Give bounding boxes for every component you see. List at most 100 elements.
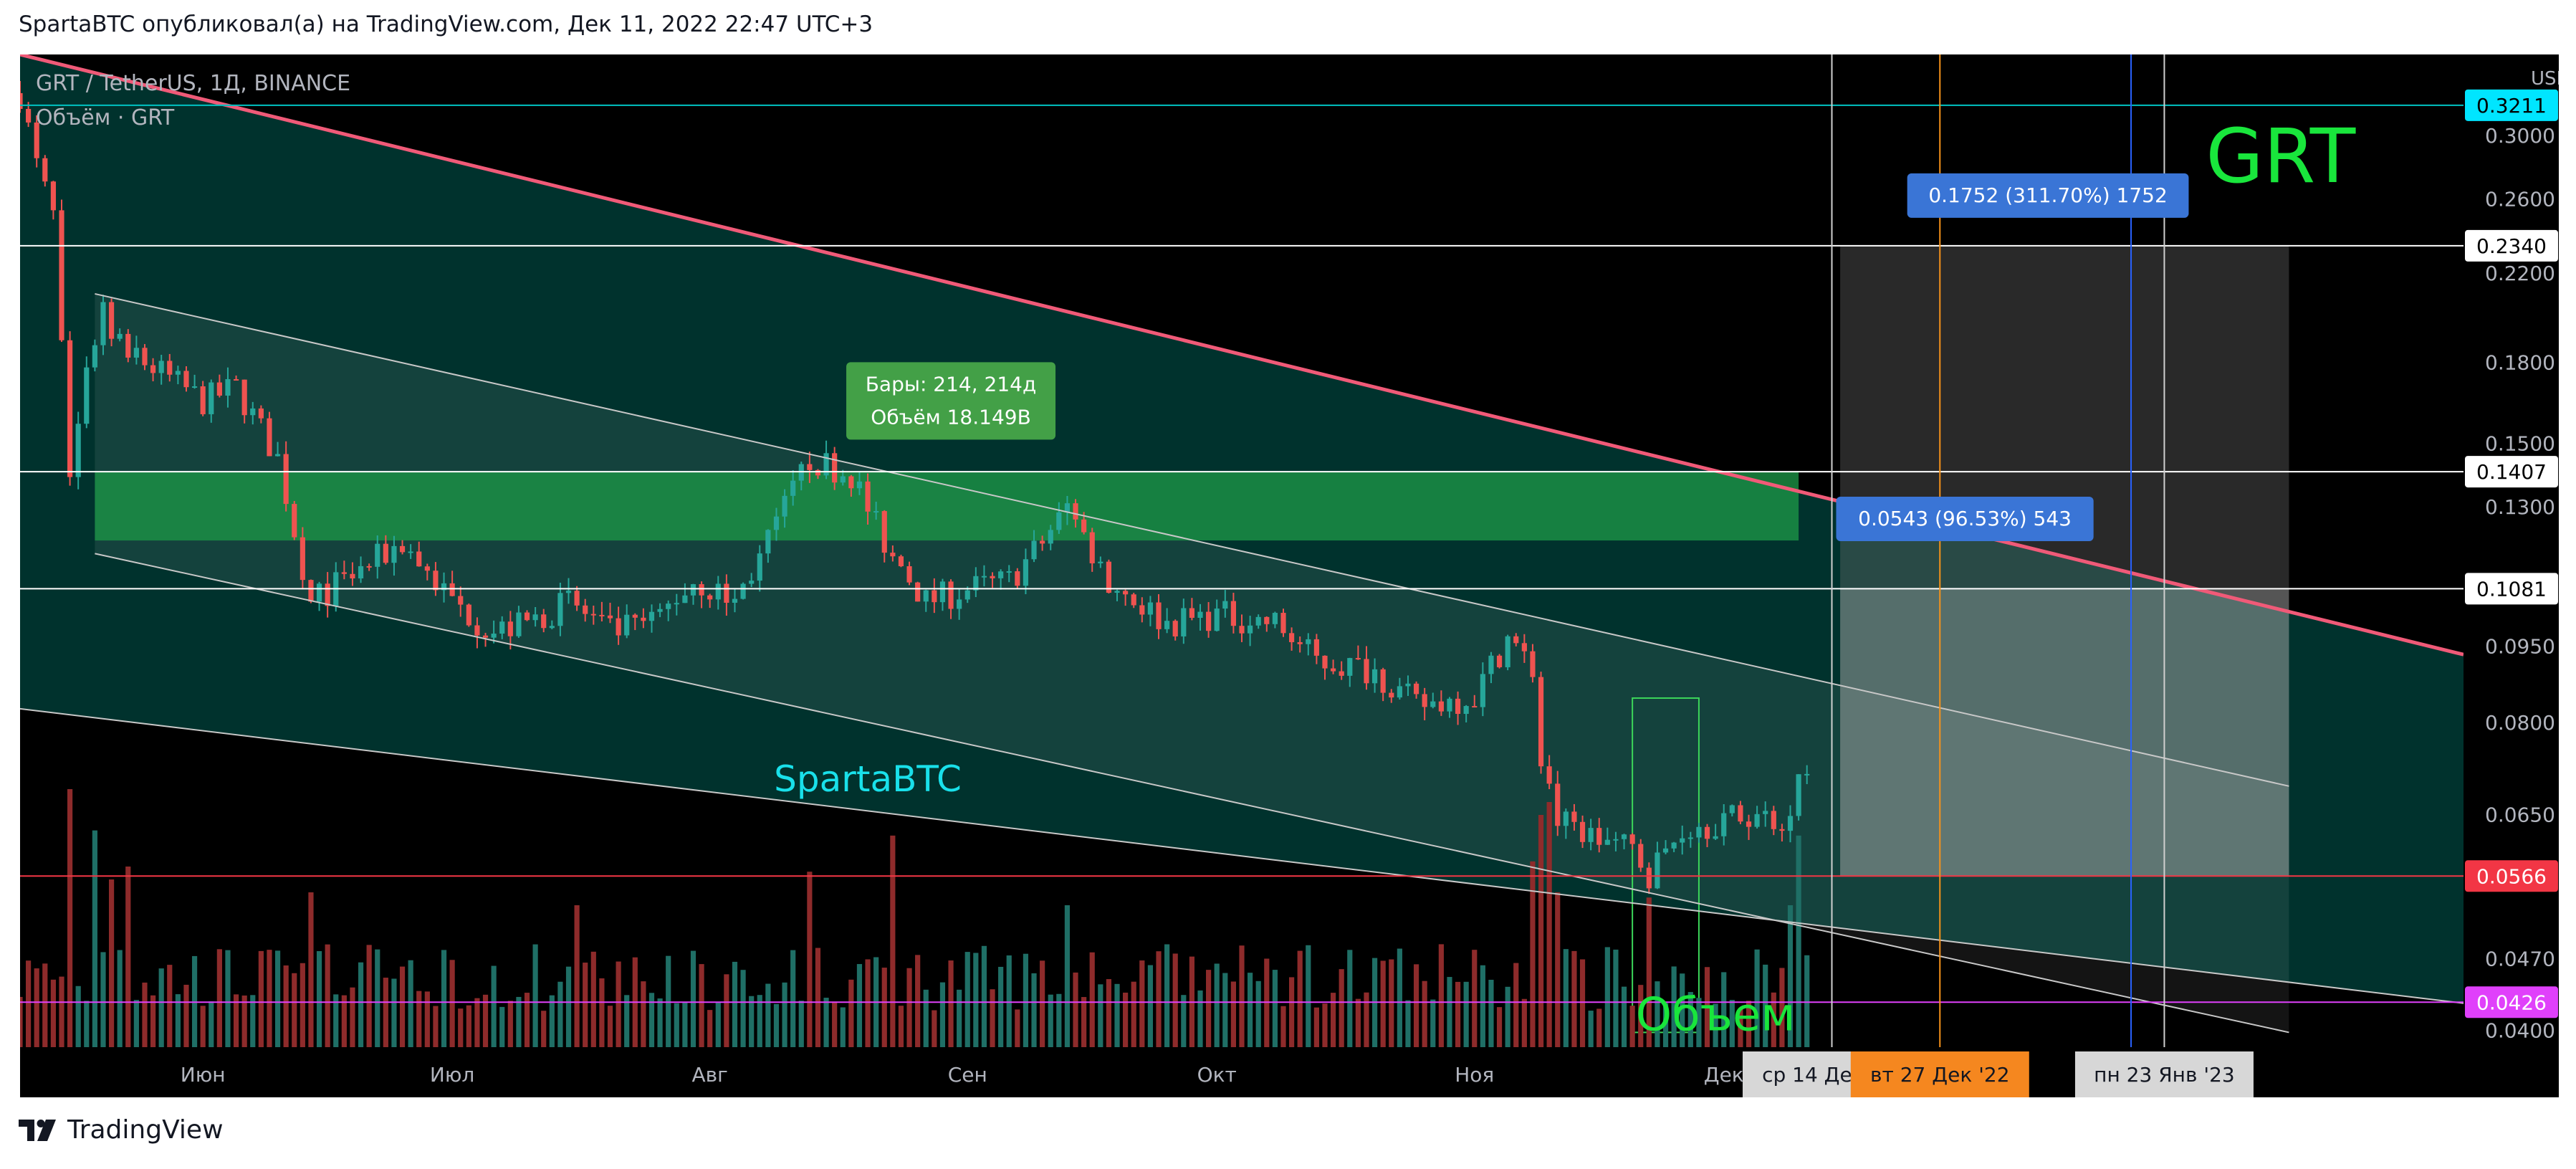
volume-bar <box>283 965 289 1047</box>
candle-body <box>1571 811 1577 822</box>
candle <box>1447 697 1452 718</box>
volume-bar <box>923 989 929 1047</box>
candle-body <box>1280 613 1286 634</box>
candle-body <box>981 576 987 578</box>
volume-bar <box>1056 993 1062 1047</box>
candle <box>1147 596 1154 626</box>
candle <box>873 501 879 520</box>
volume-bar <box>1031 973 1037 1047</box>
inner-channel-top <box>95 292 2289 787</box>
candle-body <box>757 553 762 581</box>
volume-bar <box>1306 945 1311 1047</box>
candle <box>84 356 90 429</box>
volume-bar <box>957 989 962 1047</box>
candle-body <box>1230 601 1236 626</box>
candle <box>1579 815 1586 849</box>
candle-body <box>408 551 413 553</box>
candle-body <box>865 481 871 512</box>
bars-range-info: Бары: 214, 214д Объём 18.149B <box>846 362 1056 440</box>
candle <box>890 545 896 562</box>
candle <box>699 581 704 609</box>
candle-body <box>1704 826 1710 839</box>
y-tick-label: 0.1500 <box>2485 431 2555 455</box>
candle-body <box>948 581 954 609</box>
volume-bar <box>1339 969 1344 1047</box>
chart-container[interactable]: Бары: 214, 214д Объём 18.149B 0.1752 (311.… <box>20 54 2559 1097</box>
candle <box>682 583 688 603</box>
candle <box>1771 806 1776 836</box>
footer-brand[interactable]: TradingView <box>19 1115 224 1145</box>
candle <box>20 81 23 113</box>
volume-bar <box>1696 998 1702 1047</box>
candle-body <box>1771 811 1776 829</box>
y-tick-label: 0.0650 <box>2485 803 2555 827</box>
candle-body <box>957 599 962 609</box>
candle <box>216 374 222 398</box>
candle-body <box>1488 655 1494 674</box>
candle <box>26 102 32 128</box>
candle-body <box>1555 783 1561 826</box>
candle <box>1380 667 1386 702</box>
candle-body <box>1455 698 1461 715</box>
candle <box>325 572 330 618</box>
candle <box>724 574 729 616</box>
volume-bar <box>84 1001 90 1047</box>
author-label: SpartaBTC <box>774 758 962 800</box>
candle <box>1621 834 1627 849</box>
candle <box>1040 535 1045 551</box>
candle <box>50 181 56 220</box>
price-chart[interactable]: Бары: 214, 214д Объём 18.149B 0.1752 (311.… <box>20 54 2559 1097</box>
candle-body <box>175 371 181 375</box>
candle <box>1222 590 1228 618</box>
price-tag <box>2465 860 2558 892</box>
candle <box>1371 658 1378 693</box>
candle <box>1322 655 1328 680</box>
candle <box>1255 614 1261 629</box>
candle <box>1230 592 1236 634</box>
candle <box>167 353 173 382</box>
candle <box>641 608 646 629</box>
candle <box>1555 770 1561 836</box>
volume-bar <box>648 993 655 1047</box>
candle <box>1339 661 1344 680</box>
candle <box>292 500 297 540</box>
volume-bar <box>964 952 970 1047</box>
volume-bar <box>1713 1003 1718 1047</box>
volume-bar <box>1804 955 1810 1047</box>
volume-bar <box>1355 998 1361 1047</box>
candle <box>599 601 605 621</box>
candle <box>715 576 721 610</box>
candle <box>1521 634 1527 663</box>
volume-bar <box>449 960 455 1047</box>
candle-body <box>1006 571 1012 573</box>
candle <box>856 472 863 495</box>
candle-body <box>1364 659 1369 684</box>
candle-body <box>666 603 671 609</box>
candle <box>823 440 829 479</box>
candle <box>632 613 638 631</box>
candle <box>1389 689 1394 703</box>
volume-bar <box>1463 981 1469 1047</box>
candle-body <box>1380 669 1386 693</box>
candle-body <box>1763 811 1768 814</box>
volume-bar <box>690 950 696 1047</box>
candle <box>75 411 81 490</box>
volume-bar <box>616 961 621 1047</box>
candle <box>1704 824 1710 848</box>
candle-body <box>399 545 406 553</box>
volume-bar <box>325 944 330 1047</box>
candle <box>1638 839 1644 872</box>
candle-body <box>848 476 854 489</box>
candle-body <box>125 333 131 358</box>
price-tag <box>2465 229 2558 262</box>
candle <box>1472 695 1478 708</box>
volume-bar <box>657 998 663 1047</box>
candle-body <box>1139 605 1145 615</box>
candle <box>565 578 572 604</box>
volume-bar <box>1505 986 1510 1047</box>
volume-bar <box>391 978 397 1047</box>
volume-bar <box>100 952 106 1047</box>
candle <box>765 529 771 563</box>
volume-bar <box>34 968 39 1047</box>
candle-body <box>1463 706 1469 715</box>
